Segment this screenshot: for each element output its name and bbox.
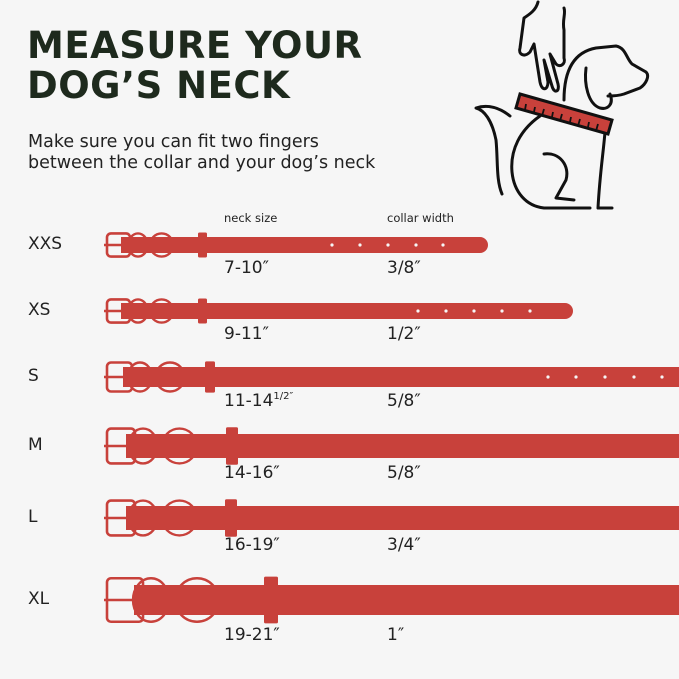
strap-hole [528,309,532,313]
dog-measuring-illustration [474,0,650,210]
collar-xs [104,298,573,324]
dog-body-icon [474,104,614,210]
strap-hole [472,309,476,313]
size-label: S [28,366,39,386]
neck-size-value: 11-141/2″ [224,391,293,411]
collar-strap [126,506,679,530]
neck-size-value: 9-11″ [224,324,269,344]
collar-l [104,499,679,537]
strap-hole [632,375,636,379]
strap-end [134,585,154,615]
collar-m [104,427,679,465]
strap-end [121,303,141,319]
strap-hole [441,243,445,247]
strap-keeper [264,576,278,624]
strap-keeper [226,427,238,465]
size-label: XXS [28,234,63,254]
strap-hole [330,243,334,247]
strap-hole [500,309,504,313]
strap-keeper [205,361,215,393]
collar-width-value: 3/4″ [387,535,421,555]
strap-hole [546,375,550,379]
strap-hole [358,243,362,247]
strap-hole [416,309,420,313]
collar-strap [123,367,679,387]
collar-xxs [104,232,488,258]
neck-size-text: 14-16″ [224,463,280,483]
title-line-1: MEASURE YOUR [27,24,363,67]
strap-hole [414,243,418,247]
strap-hole [660,375,664,379]
collar-strap [121,303,573,319]
neck-size-text: 11-14 [224,391,274,411]
strap-keeper [198,298,207,324]
neck-size-text: 9-11″ [224,324,269,344]
strap-end [121,237,141,253]
collar-width-value: 1/2″ [387,324,421,344]
size-label: XL [28,589,50,609]
subtitle-line-1: Make sure you can fit two fingers [28,132,319,152]
collar-width-value: 1″ [387,625,405,645]
neck-size-text: 19-21″ [224,625,280,645]
neck-size-value: 16-19″ [224,535,280,555]
collar-s [104,361,679,393]
neck-size-fraction: 1/2″ [273,391,294,402]
collar-strap [134,585,679,615]
dog-head-icon [562,44,650,102]
strap-keeper [225,499,237,537]
strap-end [126,506,146,530]
strap-hole [574,375,578,379]
neck-size-header: neck size [224,211,278,225]
neck-size-text: 16-19″ [224,535,280,555]
neck-size-value: 7-10″ [224,258,269,278]
strap-hole [444,309,448,313]
collar-width-value: 5/8″ [387,463,421,483]
strap-hole [386,243,390,247]
dog-ear-icon [584,66,613,110]
strap-end [126,434,146,458]
neck-size-text: 7-10″ [224,258,269,278]
collar-width-header: collar width [387,211,454,225]
strap-end [123,367,143,387]
title-line-2: DOG’S NECK [27,64,291,107]
neck-size-value: 14-16″ [224,463,280,483]
collar-width-value: 3/8″ [387,258,421,278]
collar-strap [121,237,488,253]
size-label: XS [28,300,51,320]
strap-keeper [198,232,207,258]
subtitle-line-2: between the collar and your dog’s neck [28,153,376,173]
neck-size-value: 19-21″ [224,625,280,645]
collar-strap [126,434,679,458]
size-label: M [28,435,43,455]
ruler-collar-icon [514,92,614,136]
strap-hole [603,375,607,379]
collar-xl [104,576,679,624]
page-title: MEASURE YOUR DOG’S NECK [27,26,363,106]
collar-width-value: 5/8″ [387,391,421,411]
hand-icon [518,0,567,93]
size-label: L [28,507,38,527]
subtitle: Make sure you can fit two fingers betwee… [28,132,375,174]
